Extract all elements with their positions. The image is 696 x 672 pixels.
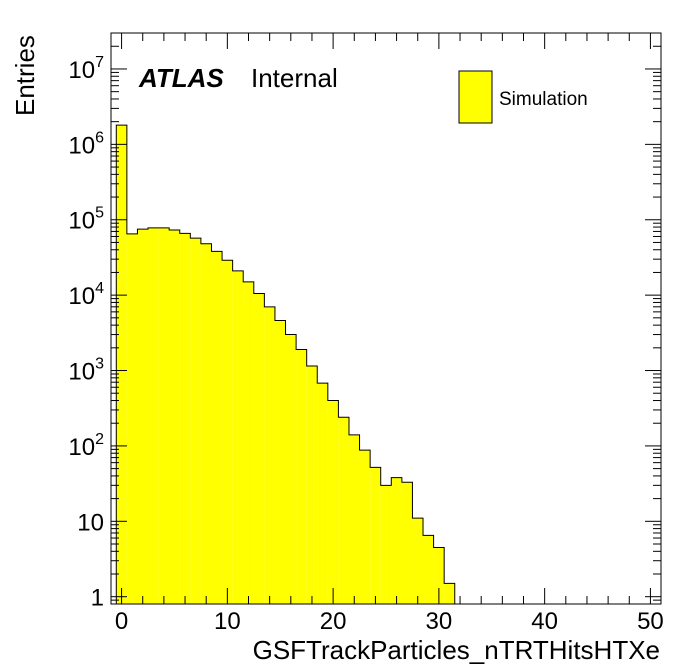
histogram-bar [169, 230, 180, 604]
x-tick-label: 10 [214, 608, 241, 635]
x-tick-label: 0 [115, 608, 128, 635]
histogram-bar [401, 482, 413, 604]
legend-entry-label: Simulation [499, 89, 588, 110]
y-tick-label: 105 [68, 205, 104, 235]
histogram-bar [380, 485, 392, 604]
y-tick-label: 103 [68, 356, 104, 386]
histogram-bar [137, 229, 149, 604]
histogram-bar [179, 233, 191, 604]
histogram-outline [115, 124, 466, 605]
histogram-bar [391, 477, 402, 604]
atlas-label: ATLAS [138, 63, 224, 93]
y-tick-label: 106 [68, 129, 104, 159]
y-tick-label: 102 [68, 431, 104, 461]
histogram-bar [359, 450, 371, 604]
histogram-bars [115, 124, 466, 605]
legend: Simulation [458, 70, 588, 124]
histogram-bar [253, 293, 265, 604]
histogram-bar [317, 383, 328, 604]
axis-ticks [111, 32, 661, 605]
y-tick-label: 107 [68, 54, 104, 84]
histogram-bar [348, 434, 360, 604]
histogram-bar [243, 281, 254, 604]
y-tick-label: 104 [68, 280, 104, 310]
histogram-bar [116, 125, 127, 605]
histogram-bar [158, 227, 170, 604]
x-tick-label: 40 [531, 608, 558, 635]
histogram-bar [264, 306, 275, 604]
plot-frame [110, 32, 662, 605]
histogram-bar [423, 535, 434, 604]
x-axis-label: GSFTrackParticles_nTRTHitsHTXe [253, 635, 660, 665]
histogram-bar [274, 320, 286, 604]
histogram-bar [126, 233, 138, 604]
histogram-bar [200, 243, 212, 604]
x-tick-label: 30 [426, 608, 453, 635]
histogram-bar [148, 227, 159, 604]
y-axis-label: Entries [10, 35, 40, 116]
histogram-bar [222, 260, 233, 604]
histogram-bar [412, 518, 424, 604]
histogram-bar [370, 467, 381, 604]
histogram-bar [190, 238, 201, 604]
histogram-bar [433, 547, 445, 604]
histogram-bar [338, 417, 349, 604]
y-tick-label: 1 [91, 585, 104, 612]
histogram-bar [327, 400, 339, 604]
x-tick-label: 20 [320, 608, 347, 635]
y-tick-label: 10 [77, 509, 104, 536]
legend-swatch [458, 70, 493, 124]
histogram-bar [211, 251, 223, 604]
histogram-bar [306, 365, 318, 604]
x-tick-labels: 0 10 20 30 40 50 [115, 608, 664, 635]
histogram-bar [296, 349, 307, 604]
histogram-bar [232, 270, 244, 604]
y-tick-labels: 1 10 102 103 104 105 106 107 [68, 54, 104, 612]
histogram-bar [285, 334, 297, 604]
histogram-bar [444, 583, 455, 604]
x-tick-label: 50 [637, 608, 664, 635]
atlas-status-label: Internal [251, 63, 338, 93]
